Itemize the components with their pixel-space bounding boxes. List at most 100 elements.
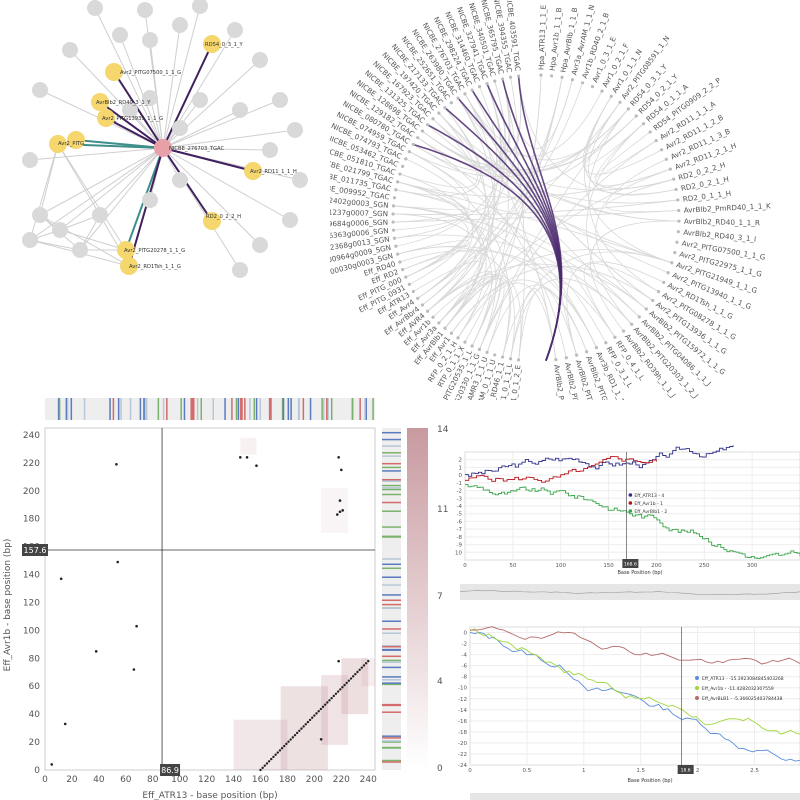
chord-node[interactable]: [654, 139, 658, 143]
network-node-highlight[interactable]: [244, 162, 262, 180]
chord-node[interactable]: [437, 321, 441, 325]
chord-node[interactable]: [391, 220, 395, 224]
data-point[interactable]: [239, 456, 242, 459]
network-node[interactable]: [292, 172, 308, 188]
chord-node[interactable]: [420, 303, 425, 307]
network-node-highlight[interactable]: [203, 35, 221, 53]
chord-node[interactable]: [407, 282, 411, 286]
data-point[interactable]: [337, 456, 340, 459]
chord-node[interactable]: [549, 74, 554, 78]
chord-node[interactable]: [554, 358, 558, 362]
network-node[interactable]: [262, 142, 278, 158]
chord-node[interactable]: [407, 150, 411, 154]
chord-node[interactable]: [660, 148, 664, 152]
chord-node[interactable]: [443, 326, 447, 330]
data-point[interactable]: [335, 513, 339, 516]
network-node-highlight[interactable]: [67, 131, 85, 149]
chord-node[interactable]: [570, 78, 575, 82]
chord-node[interactable]: [560, 75, 564, 79]
data-point[interactable]: [63, 722, 67, 726]
chord-node[interactable]: [664, 157, 668, 161]
chord-node[interactable]: [675, 240, 679, 244]
chord-node[interactable]: [392, 236, 397, 240]
chord-node[interactable]: [398, 260, 402, 264]
network-node[interactable]: [142, 192, 158, 208]
chord-node[interactable]: [634, 114, 638, 118]
chord-node[interactable]: [500, 355, 505, 359]
chord-node[interactable]: [493, 79, 497, 83]
data-point[interactable]: [338, 499, 342, 502]
data-point[interactable]: [59, 577, 63, 581]
chord-node[interactable]: [677, 219, 681, 223]
chord-node[interactable]: [539, 73, 543, 77]
data-point[interactable]: [116, 560, 120, 564]
network-node[interactable]: [192, 92, 208, 108]
chord-node[interactable]: [600, 89, 604, 93]
network-node[interactable]: [172, 17, 188, 33]
network-node[interactable]: [172, 120, 188, 136]
network-node[interactable]: [192, 0, 208, 14]
data-point[interactable]: [132, 668, 136, 671]
network-node[interactable]: [252, 237, 268, 253]
chord-node[interactable]: [449, 101, 453, 105]
chord-node[interactable]: [594, 346, 599, 350]
chord-diagram-panel[interactable]: NICBE_403591_TGAC NICBE_394355_TGAC NICBE_…: [330, 0, 800, 400]
chord-node[interactable]: [396, 252, 400, 256]
line-chart-2[interactable]: 0-2-4-6-8-10-12-14-16-18-20-22-240 0.5 1 1.…: [455, 615, 800, 800]
network-graph[interactable]: RD54_0_3_1_Y Avr2_PITG07500_1_1_G AvrBlb2_…: [0, 0, 330, 285]
chord-node[interactable]: [477, 85, 482, 89]
chord-node[interactable]: [618, 100, 622, 104]
chord-node[interactable]: [416, 296, 420, 300]
chord-node[interactable]: [641, 122, 646, 126]
chord-node[interactable]: [673, 250, 677, 255]
network-node[interactable]: [22, 152, 38, 168]
network-node[interactable]: [227, 22, 243, 38]
chord-node[interactable]: [651, 298, 655, 303]
network-node[interactable]: [252, 52, 268, 68]
chord-node[interactable]: [425, 309, 430, 313]
chord-node[interactable]: [626, 107, 630, 111]
chord-node[interactable]: [585, 350, 589, 354]
network-node[interactable]: [232, 102, 248, 118]
chord-node[interactable]: [404, 275, 408, 279]
network-node[interactable]: [272, 92, 288, 108]
chord-node[interactable]: [604, 341, 608, 345]
chord-node[interactable]: [648, 130, 652, 134]
network-node[interactable]: [287, 122, 303, 138]
chord-node[interactable]: [420, 129, 425, 133]
data-point[interactable]: [50, 763, 54, 766]
chord-node[interactable]: [677, 208, 681, 213]
chord-node[interactable]: [676, 198, 680, 202]
data-point[interactable]: [255, 464, 258, 467]
chord-node[interactable]: [401, 164, 405, 168]
chord-node[interactable]: [391, 212, 395, 216]
network-node[interactable]: [142, 32, 158, 48]
series-line[interactable]: [465, 456, 657, 483]
series-line[interactable]: [465, 445, 734, 477]
network-node[interactable]: [122, 102, 138, 118]
data-point[interactable]: [94, 650, 98, 653]
chord-node[interactable]: [575, 353, 579, 357]
network-node-highlight[interactable]: [49, 135, 67, 153]
line-chart-2-panel[interactable]: 0 -2 -4 -6 -8 -10 -12 -14 -16 -18 -20 -22 -24 0 0.5 1 1.…: [455, 615, 800, 800]
chord-node[interactable]: [485, 82, 489, 86]
chord-node[interactable]: [676, 230, 680, 234]
network-node-highlight[interactable]: [203, 212, 221, 230]
chord-node[interactable]: [670, 261, 674, 265]
chord-diagram[interactable]: NICBE_403591_TGACNICBE_394355_TGACNICBE_…: [330, 0, 800, 400]
chord-node[interactable]: [416, 136, 420, 140]
chord-node[interactable]: [508, 75, 513, 79]
chord-node[interactable]: [470, 88, 474, 92]
chord-node[interactable]: [463, 92, 467, 96]
network-node[interactable]: [232, 262, 248, 278]
chord-node[interactable]: [392, 196, 397, 200]
network-node[interactable]: [137, 2, 153, 18]
chord-node[interactable]: [609, 94, 613, 98]
chord-node[interactable]: [580, 81, 585, 85]
network-node[interactable]: [87, 0, 103, 16]
chord-node[interactable]: [564, 356, 568, 360]
data-point[interactable]: [338, 510, 342, 514]
data-point[interactable]: [340, 468, 343, 472]
chord-node[interactable]: [666, 271, 670, 275]
